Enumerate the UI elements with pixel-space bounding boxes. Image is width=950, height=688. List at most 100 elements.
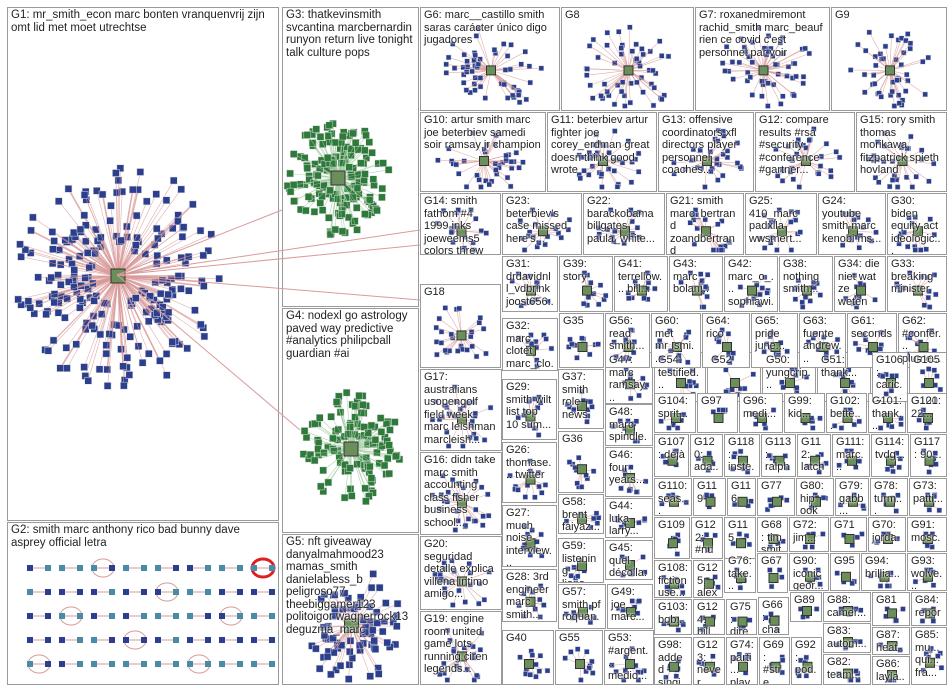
node xyxy=(828,173,834,180)
group-label-g37: G37: smith role news xyxy=(562,371,592,421)
node xyxy=(300,154,309,162)
node xyxy=(744,69,751,75)
node xyxy=(503,157,509,164)
node xyxy=(747,74,754,81)
group-cell-g95: G95 xyxy=(830,553,860,591)
group-label-g24: G24: youtube smith marc kenobi ms... xyxy=(822,195,882,245)
group-label-g59: G59: listening lions... xyxy=(562,540,597,582)
node xyxy=(47,273,55,282)
group-cell-g11: G11: beterbiev artur fighter joe corey_e… xyxy=(547,112,657,192)
group-cell-g7: G7: roxanedmiremont rachid_smith marc_be… xyxy=(695,7,830,111)
group-cell-g2: G2: smith marc anthony rico bad bunny da… xyxy=(7,522,279,685)
node xyxy=(584,66,590,72)
group-label-g103: G103: bob... xyxy=(658,601,692,626)
group-label-g112: G112: latch... xyxy=(801,436,825,476)
node xyxy=(347,173,356,181)
group-label-g31: G31: drdavidnl l_vdbrink joost656... xyxy=(506,258,554,311)
node xyxy=(353,184,362,193)
node xyxy=(474,172,480,179)
node xyxy=(792,296,799,302)
group-label-g106: G106: caric... xyxy=(876,354,903,402)
node xyxy=(931,367,938,373)
node xyxy=(737,164,744,170)
node xyxy=(605,166,612,172)
node xyxy=(70,283,78,291)
node xyxy=(445,54,452,61)
group-cell-g108: G108: fiction use... xyxy=(654,560,692,598)
node xyxy=(155,589,161,595)
node xyxy=(391,418,399,426)
node xyxy=(123,565,129,571)
group-cell-g115: G115 xyxy=(724,517,756,559)
node xyxy=(586,665,592,671)
node xyxy=(770,53,776,59)
group-cell-g30: G30: biden equity act ideologic... xyxy=(887,193,947,255)
group-label-g95: G95 xyxy=(834,555,855,567)
group-cell-g107: G107: déjà xyxy=(654,434,689,477)
node xyxy=(327,413,335,421)
node xyxy=(91,589,97,595)
node xyxy=(455,348,461,354)
group-label-g88: G88: camer... xyxy=(827,594,867,619)
node xyxy=(450,41,456,47)
edge xyxy=(483,160,520,169)
node xyxy=(907,45,913,52)
group-cell-g43: G43: marc bolan... xyxy=(669,256,723,312)
node xyxy=(351,139,360,147)
group-cell-g89: G89 xyxy=(790,592,822,622)
node xyxy=(907,40,914,47)
group-cell-g97: G97 xyxy=(697,393,738,433)
node xyxy=(143,197,151,206)
edge xyxy=(337,177,343,232)
node xyxy=(237,565,243,571)
node xyxy=(156,357,164,365)
node xyxy=(774,173,781,179)
group-cell-g15: G15: rory smith thomas morikawa fitzpatr… xyxy=(856,112,947,192)
node xyxy=(116,164,125,173)
node xyxy=(61,313,69,322)
node xyxy=(185,286,193,295)
node xyxy=(27,637,33,643)
node xyxy=(493,167,499,173)
node xyxy=(590,95,596,101)
group-label-g107: G107: déjà xyxy=(658,436,685,461)
group-cell-g106: G106: caric... xyxy=(872,352,908,402)
group-label-g98: G98: added singi... xyxy=(658,639,687,685)
node xyxy=(132,241,140,249)
edge xyxy=(889,70,926,95)
node xyxy=(303,131,312,139)
group-cell-g29: G29: smith wilt list top 10 sum... xyxy=(502,379,557,440)
node xyxy=(671,170,677,177)
network-g9 xyxy=(847,29,932,109)
node xyxy=(765,80,771,86)
node xyxy=(854,534,861,541)
node xyxy=(392,452,400,461)
node xyxy=(891,103,898,109)
node xyxy=(187,589,193,595)
node xyxy=(650,67,656,74)
node xyxy=(896,464,902,471)
node xyxy=(436,315,443,322)
group-label-g81: G81 xyxy=(876,594,897,606)
node xyxy=(251,613,257,619)
node xyxy=(153,224,161,233)
group-cell-g28: G28: 3rd engineer marc smith... xyxy=(502,569,557,622)
group-cell-g53: G53: #argent... medio... xyxy=(604,630,654,685)
node xyxy=(364,428,372,437)
node xyxy=(189,200,197,209)
group-label-g52: G52 xyxy=(711,354,732,366)
node xyxy=(443,61,449,68)
node xyxy=(55,246,63,254)
node xyxy=(334,425,343,434)
node xyxy=(378,193,386,202)
node xyxy=(132,211,141,220)
group-label-g65: G65: pride june... xyxy=(755,315,785,352)
node xyxy=(359,401,367,409)
edge xyxy=(587,68,629,71)
group-label-g117: G117: 90... xyxy=(914,436,942,461)
group-label-g61: G61: seconds xyxy=(851,315,892,340)
node xyxy=(476,600,482,607)
node xyxy=(219,661,225,667)
group-label-g89: G89 xyxy=(794,594,815,606)
node xyxy=(627,99,634,106)
